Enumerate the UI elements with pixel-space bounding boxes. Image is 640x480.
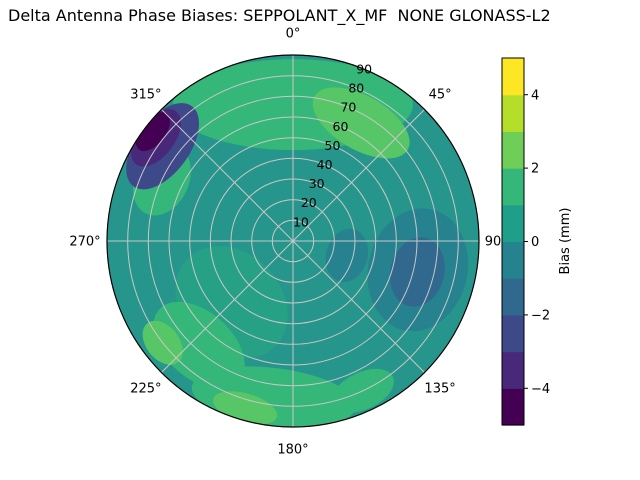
azimuth-tick-label-225: 225°: [130, 382, 161, 397]
colorbar-label: Bias (mm): [558, 208, 573, 275]
radial-tick-label-40: 40: [317, 157, 333, 172]
colorbar-band-1: [502, 351, 524, 389]
colorbar-band-8: [502, 94, 524, 132]
radial-tick-label-10: 10: [293, 214, 309, 229]
azimuth-tick-label-0: 0°: [286, 27, 301, 42]
grid-spoke-225: [161, 240, 294, 373]
colorbar-tick-label-0: 0: [531, 235, 539, 250]
azimuth-tick-label-270: 270°: [69, 235, 100, 250]
colorbar-band-0: [502, 388, 524, 426]
grid-spoke-45: [292, 109, 425, 242]
azimuth-tick-label-135: 135°: [424, 382, 455, 397]
colorbar-tick-label--4: −4: [531, 382, 550, 397]
contour-region-right-dark-core: [389, 237, 445, 307]
colorbar-tick-label-4: 4: [531, 88, 539, 103]
polar-grid: [106, 54, 480, 428]
radial-tick-label-50: 50: [325, 138, 341, 153]
azimuth-tick-label-90: 90: [485, 235, 502, 250]
azimuth-tick-label-45: 45°: [429, 87, 452, 102]
polar-plot: 0° 45° 90 135° 180° 225° 270° 315° 10 20 30 40 50 60 7…: [69, 27, 501, 458]
radial-tick-label-70: 70: [340, 100, 356, 115]
colorbar-tick-label--2: −2: [531, 308, 550, 323]
contour-region-rim-purple-core: [135, 112, 170, 152]
radial-tick-label-80: 80: [348, 81, 364, 96]
grid-spoke-315: [161, 109, 294, 242]
plot-boundary: [106, 54, 480, 428]
grid-spoke-135: [292, 240, 425, 373]
colorbar-band-5: [502, 204, 524, 243]
radial-tick-label-30: 30: [309, 176, 325, 191]
radial-tick-label-90: 90: [356, 62, 372, 77]
azimuth-tick-label-315: 315°: [130, 87, 161, 102]
contour-region-top-right-bright-green: [312, 87, 410, 159]
colorbar-band-4: [502, 241, 524, 279]
colorbar: −4 −2 0 2 4: [501, 57, 550, 426]
azimuth-tick-label-180: 180°: [277, 443, 308, 458]
colorbar-band-6: [502, 168, 524, 206]
radial-tick-label-60: 60: [333, 119, 349, 134]
colorbar-tick-label-2: 2: [531, 162, 539, 177]
radial-tick-label-20: 20: [301, 195, 317, 210]
colorbar-band-9: [502, 58, 524, 96]
contour-region-center-right-dark: [325, 228, 369, 282]
colorbar-band-7: [502, 131, 524, 169]
chart-title: Delta Antenna Phase Biases: SEPPOLANT_X_…: [8, 6, 551, 26]
colorbar-band-2: [502, 314, 524, 353]
colorbar-band-3: [502, 278, 524, 316]
